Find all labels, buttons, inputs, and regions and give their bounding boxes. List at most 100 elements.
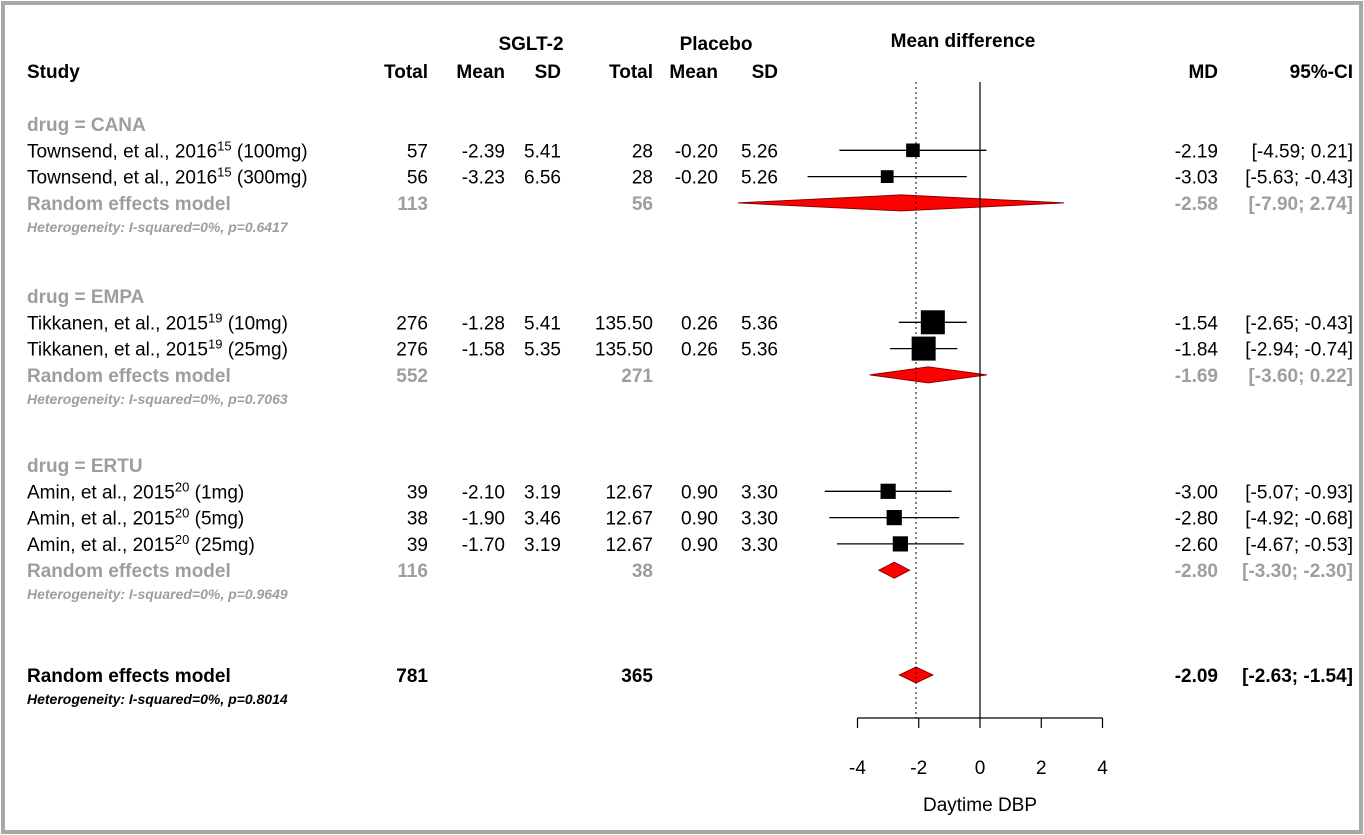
ci-value: [-5.63; -0.43]	[1245, 168, 1353, 189]
pooled-label: Random effects model	[27, 366, 231, 387]
ci-value: [-2.94; -0.74]	[1245, 340, 1353, 361]
exp-mean: -2.10	[462, 482, 505, 503]
pooled-ctrl-total: 271	[621, 366, 653, 387]
pooled-diamond	[877, 561, 911, 579]
ctrl-mean: -0.20	[675, 141, 718, 162]
subgroup-label: drug = EMPA	[27, 287, 145, 308]
exp-total: 56	[407, 168, 428, 189]
study-name: Townsend, et al., 201615 (100mg)	[27, 138, 308, 162]
ctrl-group-header: Placebo	[680, 34, 753, 55]
overall-label: Random effects model	[27, 666, 231, 687]
overall-heterogeneity-text: Heterogeneity: I-squared=0%, p=0.8014	[27, 691, 288, 707]
ctrl-sd-header: SD	[752, 62, 778, 83]
exp-total: 38	[407, 509, 428, 530]
study-name: Amin, et al., 201520 (5mg)	[27, 506, 244, 530]
overall-ctrl-total: 365	[621, 666, 653, 687]
study-name: Tikkanen, et al., 201519 (25mg)	[27, 337, 288, 361]
ctrl-sd: 5.36	[741, 313, 778, 334]
x-axis-label: Daytime DBP	[923, 795, 1037, 816]
ctrl-mean: 0.26	[681, 340, 718, 361]
ctrl-total: 28	[632, 168, 653, 189]
md-value: -1.84	[1175, 340, 1219, 361]
overall-exp-total: 781	[396, 666, 428, 687]
pooled-ci: [-3.60; 0.22]	[1248, 366, 1353, 387]
md-value: -2.80	[1175, 509, 1218, 530]
x-tick-label: 0	[975, 758, 986, 779]
exp-total: 39	[407, 535, 428, 556]
study-name: Tikkanen, et al., 201519 (10mg)	[27, 310, 288, 334]
ctrl-sd: 5.26	[741, 168, 778, 189]
pooled-label: Random effects model	[27, 561, 231, 582]
exp-mean: -3.23	[462, 168, 505, 189]
exp-sd-header: SD	[535, 62, 561, 83]
exp-mean: -2.39	[462, 141, 505, 162]
md-value: -1.54	[1175, 313, 1219, 334]
exp-mean-header: Mean	[456, 62, 505, 83]
ctrl-sd: 3.30	[741, 535, 778, 556]
ci-value: [-4.92; -0.68]	[1245, 509, 1353, 530]
overall-diamond	[898, 666, 935, 684]
exp-sd: 5.41	[524, 313, 561, 334]
ctrl-total: 12.67	[605, 509, 653, 530]
md-value: -2.19	[1175, 141, 1218, 162]
x-tick-label: 4	[1097, 758, 1108, 779]
exp-sd: 6.56	[524, 168, 561, 189]
study-header: Study	[27, 62, 80, 83]
plot-title: Mean difference	[891, 31, 1036, 52]
exp-sd: 3.19	[524, 535, 561, 556]
ctrl-mean-header: Mean	[669, 62, 718, 83]
exp-total-header: Total	[384, 62, 428, 83]
pooled-ctrl-total: 56	[632, 194, 653, 215]
ctrl-mean: 0.90	[681, 509, 718, 530]
overall-ci: [-2.63; -1.54]	[1242, 666, 1353, 687]
ctrl-sd: 5.36	[741, 340, 778, 361]
ctrl-total: 135.50	[595, 313, 653, 334]
pooled-exp-total: 116	[397, 561, 428, 582]
ctrl-total: 28	[632, 141, 653, 162]
exp-mean: -1.90	[462, 509, 505, 530]
exp-sd: 5.41	[524, 141, 561, 162]
exp-total: 276	[396, 340, 428, 361]
ctrl-mean: 0.90	[681, 535, 718, 556]
ci-value: [-4.59; 0.21]	[1252, 141, 1353, 162]
study-name: Townsend, et al., 201615 (300mg)	[27, 165, 308, 189]
exp-total: 57	[407, 141, 428, 162]
md-header: MD	[1188, 62, 1218, 83]
exp-mean: -1.28	[462, 313, 505, 334]
ctrl-total: 12.67	[605, 482, 653, 503]
ci-value: [-5.07; -0.93]	[1245, 482, 1353, 503]
heterogeneity-text: Heterogeneity: I-squared=0%, p=0.9649	[27, 586, 288, 602]
ctrl-mean: -0.20	[675, 168, 718, 189]
study-point	[920, 310, 945, 335]
ctrl-total: 135.50	[595, 340, 653, 361]
ctrl-mean: 0.90	[681, 482, 718, 503]
pooled-md: -2.58	[1175, 194, 1218, 215]
ctrl-total-header: Total	[609, 62, 653, 83]
exp-mean: -1.70	[462, 535, 505, 556]
pooled-label: Random effects model	[27, 194, 231, 215]
study-point	[886, 510, 902, 526]
study-point	[880, 483, 896, 499]
pooled-diamond	[738, 194, 1064, 212]
exp-total: 276	[396, 313, 428, 334]
ctrl-sd: 3.30	[741, 509, 778, 530]
subgroup-label: drug = CANA	[27, 115, 146, 136]
ci-value: [-2.65; -0.43]	[1245, 313, 1353, 334]
heterogeneity-text: Heterogeneity: I-squared=0%, p=0.7063	[27, 391, 288, 407]
md-value: -3.00	[1175, 482, 1218, 503]
ctrl-total: 12.67	[605, 535, 653, 556]
x-tick-label: 2	[1036, 758, 1047, 779]
ctrl-mean: 0.26	[681, 313, 718, 334]
pooled-ci: [-3.30; -2.30]	[1242, 561, 1353, 582]
pooled-diamond	[869, 366, 987, 384]
study-point	[892, 536, 908, 552]
ctrl-sd: 5.26	[741, 141, 778, 162]
exp-mean: -1.58	[462, 340, 505, 361]
ctrl-sd: 3.30	[741, 482, 778, 503]
exp-sd: 5.35	[524, 340, 561, 361]
pooled-ctrl-total: 38	[632, 561, 653, 582]
pooled-md: -1.69	[1175, 366, 1218, 387]
pooled-exp-total: 113	[397, 194, 428, 215]
